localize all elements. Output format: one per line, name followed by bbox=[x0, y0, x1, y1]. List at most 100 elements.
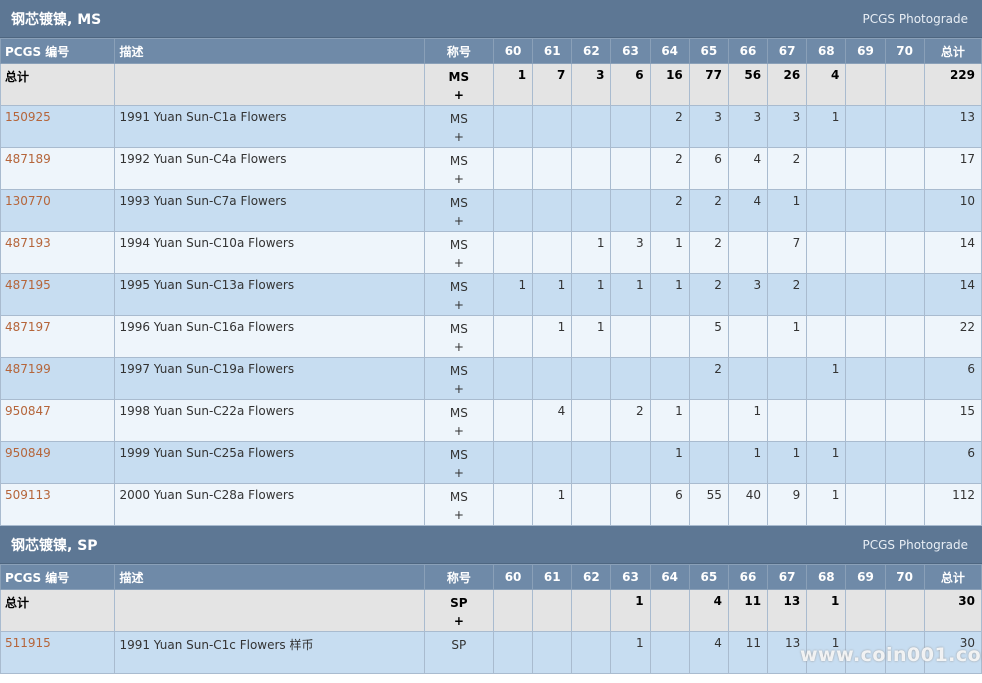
grade-count bbox=[610, 483, 651, 526]
pcgs-no-link[interactable]: 130770 bbox=[5, 194, 51, 208]
grade-count bbox=[492, 189, 534, 232]
pcgs-no-link[interactable]: 150925 bbox=[5, 110, 51, 124]
pcgs-no-link[interactable]: 509113 bbox=[5, 488, 51, 502]
grade-count bbox=[532, 105, 573, 148]
table-row: 950847 1998 Yuan Sun-C22a Flowers MS +4 2 1 1 1… bbox=[0, 399, 982, 442]
table-row: 130770 1993 Yuan Sun-C7a Flowers MS +2 2 4 1 10 bbox=[0, 189, 982, 232]
grade-count bbox=[727, 315, 769, 358]
header-grade-68[interactable]: 68 bbox=[806, 38, 847, 64]
pcgs-no-link[interactable]: 487195 bbox=[5, 278, 51, 292]
grade-count bbox=[492, 589, 534, 632]
grade-count: 5 bbox=[688, 315, 729, 358]
header-grade-60[interactable]: 60 bbox=[492, 38, 534, 64]
header-description[interactable]: 描述 bbox=[114, 38, 425, 64]
header-grade-69[interactable]: 69 bbox=[845, 38, 886, 64]
designation-plus: + bbox=[453, 424, 464, 438]
pcgs-no-link[interactable]: 487189 bbox=[5, 152, 51, 166]
grade-count bbox=[610, 147, 651, 190]
grade-count bbox=[492, 315, 534, 358]
header-grade-67[interactable]: 67 bbox=[767, 38, 808, 64]
grade-count bbox=[845, 231, 886, 274]
table-header-row: PCGS 编号 描述 称号 60 61 62 63 64 65 66 67 68 69 70 总计 bbox=[0, 564, 982, 590]
header-grade-64[interactable]: 64 bbox=[649, 564, 690, 590]
designation-cell: SP + bbox=[423, 589, 494, 632]
grade-count bbox=[884, 273, 925, 316]
header-grade-70[interactable]: 70 bbox=[884, 564, 925, 590]
row-total: 14 bbox=[923, 231, 982, 274]
pcgs-no-cell: 487195 bbox=[0, 273, 116, 316]
designation-plus: + bbox=[453, 172, 464, 186]
photograde-link[interactable]: PCGS Photograde bbox=[862, 11, 968, 26]
header-grade-69[interactable]: 69 bbox=[845, 564, 886, 590]
grade-count: 1 bbox=[806, 441, 847, 484]
header-description[interactable]: 描述 bbox=[114, 564, 425, 590]
header-grade-66[interactable]: 66 bbox=[727, 564, 769, 590]
row-total: 13 bbox=[923, 105, 982, 148]
pcgs-no-cell: 950847 bbox=[0, 399, 116, 442]
header-grade-67[interactable]: 67 bbox=[767, 564, 808, 590]
designation-cell: MS + bbox=[423, 483, 494, 526]
header-pcgs-no[interactable]: PCGS 编号 bbox=[0, 564, 116, 590]
header-pcgs-no[interactable]: PCGS 编号 bbox=[0, 38, 116, 64]
population-table: PCGS 编号 描述 称号 60 61 62 63 64 65 66 67 68 69 70 总计 总计 SP +… bbox=[0, 564, 982, 674]
section-title: 钢芯镀镍, MS bbox=[11, 11, 102, 28]
header-grade-62[interactable]: 62 bbox=[571, 564, 612, 590]
grade-count bbox=[845, 315, 886, 358]
grade-count bbox=[532, 147, 573, 190]
grade-count: 4 bbox=[688, 589, 729, 632]
designation-text: MS bbox=[449, 196, 468, 210]
grade-count bbox=[845, 441, 886, 484]
grade-count: 1 bbox=[649, 399, 690, 442]
header-grade-62[interactable]: 62 bbox=[571, 38, 612, 64]
description-cell: 1991 Yuan Sun-C1c Flowers 样币 bbox=[114, 631, 425, 674]
header-grade-61[interactable]: 61 bbox=[532, 564, 573, 590]
header-designation[interactable]: 称号 bbox=[423, 38, 494, 64]
pcgs-no-link[interactable]: 487197 bbox=[5, 320, 51, 334]
designation-plus: + bbox=[453, 298, 464, 312]
grade-count bbox=[806, 147, 847, 190]
pcgs-no-link[interactable]: 950847 bbox=[5, 404, 51, 418]
header-total[interactable]: 总计 bbox=[923, 564, 982, 590]
grade-count: 1 bbox=[492, 273, 534, 316]
header-total[interactable]: 总计 bbox=[923, 38, 982, 64]
designation-text: MS bbox=[449, 280, 468, 294]
row-total: 30 bbox=[923, 589, 982, 632]
grade-count: 2 bbox=[767, 273, 808, 316]
grade-count bbox=[492, 399, 534, 442]
grade-count: 40 bbox=[727, 483, 769, 526]
header-grade-63[interactable]: 63 bbox=[610, 564, 651, 590]
header-grade-66[interactable]: 66 bbox=[727, 38, 769, 64]
header-grade-60[interactable]: 60 bbox=[492, 564, 534, 590]
grade-count: 1 bbox=[767, 441, 808, 484]
header-grade-63[interactable]: 63 bbox=[610, 38, 651, 64]
header-grade-61[interactable]: 61 bbox=[532, 38, 573, 64]
header-grade-65[interactable]: 65 bbox=[688, 564, 729, 590]
pcgs-no-link[interactable]: 487193 bbox=[5, 236, 51, 250]
grade-count bbox=[688, 441, 729, 484]
grade-count bbox=[571, 357, 612, 400]
header-grade-65[interactable]: 65 bbox=[688, 38, 729, 64]
section-header: 钢芯镀镍, SP PCGS Photograde bbox=[0, 526, 982, 564]
grade-count: 6 bbox=[610, 63, 651, 106]
photograde-link[interactable]: PCGS Photograde bbox=[862, 537, 968, 552]
grade-count bbox=[492, 631, 534, 674]
grade-count bbox=[532, 631, 573, 674]
designation-text: SP bbox=[451, 638, 467, 652]
header-grade-64[interactable]: 64 bbox=[649, 38, 690, 64]
pcgs-no-link[interactable]: 950849 bbox=[5, 446, 51, 460]
header-grade-68[interactable]: 68 bbox=[806, 564, 847, 590]
grade-count: 1 bbox=[806, 631, 847, 674]
pcgs-no-link[interactable]: 511915 bbox=[5, 636, 51, 650]
grade-count: 1 bbox=[492, 63, 534, 106]
header-designation[interactable]: 称号 bbox=[423, 564, 494, 590]
grade-count: 1 bbox=[806, 589, 847, 632]
grade-count: 1 bbox=[571, 231, 612, 274]
table-row: 487197 1996 Yuan Sun-C16a Flowers MS +1 1 5 1 2… bbox=[0, 315, 982, 358]
pcgs-no-link[interactable]: 487199 bbox=[5, 362, 51, 376]
designation-text: MS bbox=[449, 406, 468, 420]
grade-count bbox=[649, 631, 690, 674]
grade-count bbox=[845, 399, 886, 442]
grade-count bbox=[610, 441, 651, 484]
grade-count bbox=[884, 441, 925, 484]
header-grade-70[interactable]: 70 bbox=[884, 38, 925, 64]
